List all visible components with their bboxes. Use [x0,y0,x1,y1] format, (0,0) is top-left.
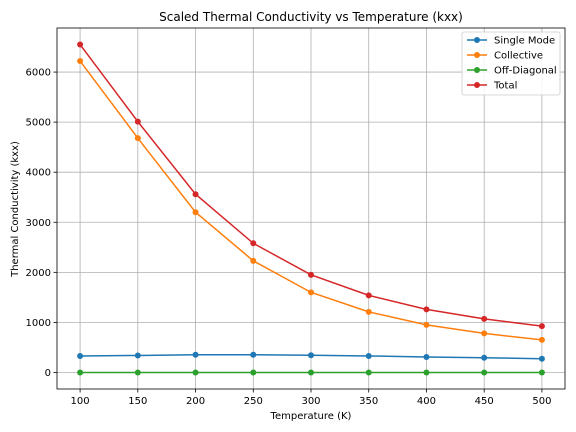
data-point-total [308,271,314,278]
x-tick-label: 300 [301,396,320,407]
y-tick-label: 6000 [26,68,51,79]
data-point-total [134,118,141,125]
data-point-single-mode [365,352,372,359]
y-tick-label: 0 [45,368,51,379]
data-point-off-diagonal [538,369,545,376]
data-point-collective [538,336,545,343]
series-off-diagonal [77,369,545,376]
chart-title: Scaled Thermal Conductivity vs Temperatu… [159,10,463,24]
axis-ticks: 100 150 200 250 300 350 400 450 5000100020003000… [26,68,552,407]
data-point-single-mode [134,352,141,359]
data-point-collective [423,321,430,328]
legend-marker [474,67,480,73]
legend-marker [474,82,480,88]
data-point-single-mode [250,351,257,358]
data-point-single-mode [538,355,545,362]
legend: Single Mode Collective Off-Diagonal Total [461,31,561,96]
legend-label: Single Mode [494,36,555,47]
data-point-collective [481,330,488,337]
y-tick-label: 3000 [26,218,51,229]
data-point-collective [192,209,199,216]
data-point-single-mode [423,353,430,360]
series-collective [77,58,545,343]
data-point-off-diagonal [77,369,84,376]
data-point-total [250,240,257,247]
series-single-mode [77,351,545,362]
y-axis-title: Thermal Conductivity (kxx) [10,141,21,278]
legend-marker [474,37,480,43]
data-point-off-diagonal [250,369,257,376]
x-tick-label: 200 [186,396,205,407]
data-point-total [77,41,84,48]
legend-marker [474,52,480,58]
x-tick-label: 450 [475,396,494,407]
y-tick-label: 1000 [26,318,51,329]
data-point-off-diagonal [423,369,430,376]
data-point-collective [134,135,141,142]
data-point-total [423,306,430,313]
x-tick-label: 400 [417,396,436,407]
x-tick-label: 350 [359,396,378,407]
y-tick-label: 4000 [26,168,51,179]
data-point-off-diagonal [365,369,372,376]
data-point-collective [77,58,84,65]
data-point-single-mode [308,352,314,359]
data-point-single-mode [192,351,199,358]
data-point-single-mode [77,352,84,359]
data-point-total [481,315,488,322]
x-tick-label: 500 [532,396,551,407]
series-total [77,41,545,330]
data-point-collective [308,289,314,296]
x-tick-label: 150 [128,396,147,407]
x-tick-label: 250 [244,396,263,407]
data-point-off-diagonal [481,369,488,376]
y-tick-label: 2000 [26,268,51,279]
data-point-single-mode [481,354,488,361]
data-point-off-diagonal [134,369,141,376]
data-point-total [192,191,199,198]
data-point-collective [250,257,257,264]
legend-box [461,31,561,96]
legend-label: Total [493,81,517,92]
legend-label: Off-Diagonal [494,66,557,77]
data-point-off-diagonal [192,369,199,376]
x-tick-label: 100 [71,396,90,407]
data-point-collective [365,308,372,315]
y-tick-label: 5000 [26,118,51,129]
data-point-total [365,292,372,299]
x-axis-title: Temperature (K) [270,411,352,422]
data-point-total [538,323,545,330]
legend-label: Collective [494,51,543,62]
plot-series [77,41,545,376]
data-point-off-diagonal [308,369,314,376]
